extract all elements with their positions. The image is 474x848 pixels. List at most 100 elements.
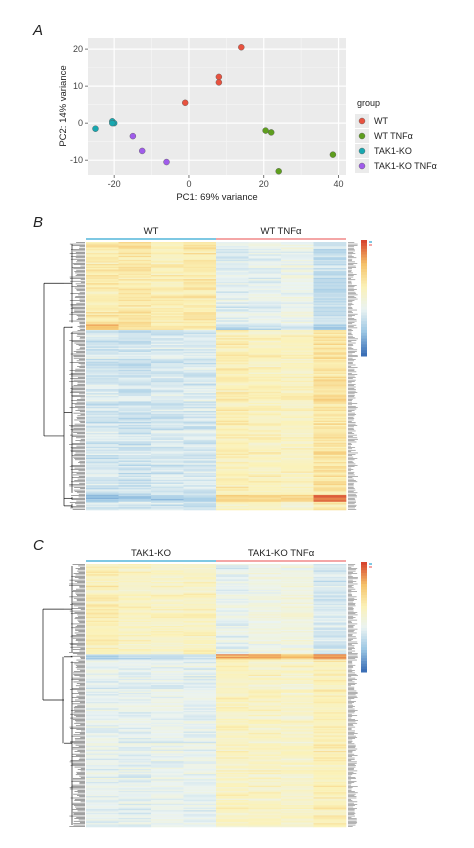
heatmap-cell: [248, 312, 282, 314]
heatmap-cell: [313, 710, 347, 713]
heatmap-cell: [216, 339, 249, 342]
pca-point: [275, 168, 282, 175]
heatmap-cell: [216, 444, 249, 446]
heatmap-cell: [281, 332, 314, 335]
heatmap-cell: [183, 696, 217, 699]
colorbar-segment: [361, 575, 367, 579]
heatmap-cell: [151, 744, 184, 747]
heatmap-cell: [216, 384, 249, 387]
colorbar-segment: [361, 570, 367, 574]
heatmap-cell: [86, 652, 119, 655]
heatmap-cell: [151, 378, 184, 380]
heatmap-cell: [118, 500, 152, 503]
heatmap-cell: [216, 471, 249, 474]
heatmap-cell: [313, 628, 347, 631]
heatmap-cell: [86, 681, 119, 683]
heatmap-cell: [151, 402, 184, 405]
heatmap-cell: [216, 753, 249, 756]
heatmap-cell: [151, 486, 184, 489]
heatmap-cell: [118, 305, 152, 307]
heatmap-cell: [281, 593, 314, 596]
heatmap-cell: [151, 270, 184, 273]
heatmap-cell: [313, 279, 347, 281]
heatmap-cell: [216, 811, 249, 814]
heatmap-cell: [216, 606, 249, 609]
heatmap-cell: [248, 488, 282, 490]
heatmap-cell: [313, 375, 347, 377]
heatmap-cell: [248, 735, 282, 738]
heatmap-cell: [248, 426, 282, 428]
heatmap-cell: [118, 306, 152, 309]
heatmap-cell: [248, 466, 282, 468]
heatmap-cell: [248, 616, 282, 619]
heatmap-cell: [183, 738, 217, 740]
heatmap-cell: [248, 306, 282, 309]
heatmap-cell: [118, 600, 152, 602]
heatmap-cell: [183, 485, 217, 487]
heatmap-cell: [183, 600, 217, 602]
heatmap-cell: [86, 251, 119, 254]
heatmap-cell: [151, 600, 184, 602]
heatmap-cell: [281, 620, 314, 623]
colorbar-segment: [361, 341, 367, 345]
heatmap-cell: [216, 772, 249, 775]
heatmap-cell: [118, 756, 152, 758]
heatmap-cell: [151, 338, 184, 340]
heatmap-cell: [118, 796, 152, 798]
heatmap-cell: [118, 576, 152, 579]
heatmap-cell: [313, 765, 347, 767]
heatmap-cell: [118, 622, 152, 624]
heatmap-cell: [248, 492, 282, 494]
heatmap-cell: [313, 783, 347, 785]
heatmap-cell: [86, 292, 119, 295]
heatmap-cell: [183, 672, 217, 674]
heatmap-cell: [313, 659, 347, 661]
heatmap-cell: [183, 466, 217, 468]
heatmap-cell: [86, 261, 119, 263]
heatmap-cell: [313, 307, 347, 310]
heatmap-cell: [313, 817, 347, 820]
heatmap-cell: [313, 727, 347, 730]
heatmap-cell: [281, 468, 314, 471]
heatmap-cell: [216, 823, 249, 825]
heatmap-cell: [183, 294, 217, 296]
heatmap-cell: [118, 417, 152, 420]
heatmap-cell: [281, 394, 314, 397]
heatmap-cell: [313, 404, 347, 406]
heatmap-cell: [118, 497, 152, 500]
heatmap-cell: [216, 726, 249, 729]
heatmap-cell: [216, 466, 249, 468]
heatmap-cell: [248, 470, 282, 472]
heatmap-cell: [313, 620, 347, 623]
heatmap-cell: [151, 814, 184, 816]
heatmap-cell: [216, 434, 249, 437]
heatmap-cell: [86, 323, 119, 325]
heatmap-cell: [313, 313, 347, 316]
heatmap-cell: [313, 616, 347, 619]
heatmap-cell: [313, 752, 347, 754]
heatmap-cell: [151, 631, 184, 633]
heatmap-cell: [313, 295, 347, 298]
heatmap-cell: [118, 780, 152, 783]
heatmap-cell: [248, 713, 282, 716]
heatmap-cell: [216, 681, 249, 683]
heatmap-cell: [216, 677, 249, 680]
heatmap-cell: [118, 584, 152, 587]
heatmap-cell: [216, 358, 249, 361]
heatmap-cell: [118, 589, 152, 592]
heatmap-cell: [86, 257, 119, 259]
heatmap-cell: [86, 591, 119, 593]
heatmap-cell: [216, 492, 249, 494]
heatmap-cell: [281, 747, 314, 749]
heatmap-cell: [86, 721, 119, 723]
heatmap-cell: [151, 306, 184, 309]
heatmap-cell: [86, 565, 119, 567]
heatmap-cell: [281, 460, 314, 463]
heatmap-cell: [216, 749, 249, 752]
heatmap-cell: [86, 262, 119, 265]
heatmap-cell: [151, 580, 184, 583]
heatmap-cell: [151, 585, 184, 588]
heatmap-cell: [86, 379, 119, 382]
heatmap-cell: [118, 636, 152, 638]
heatmap-cell: [183, 781, 217, 784]
